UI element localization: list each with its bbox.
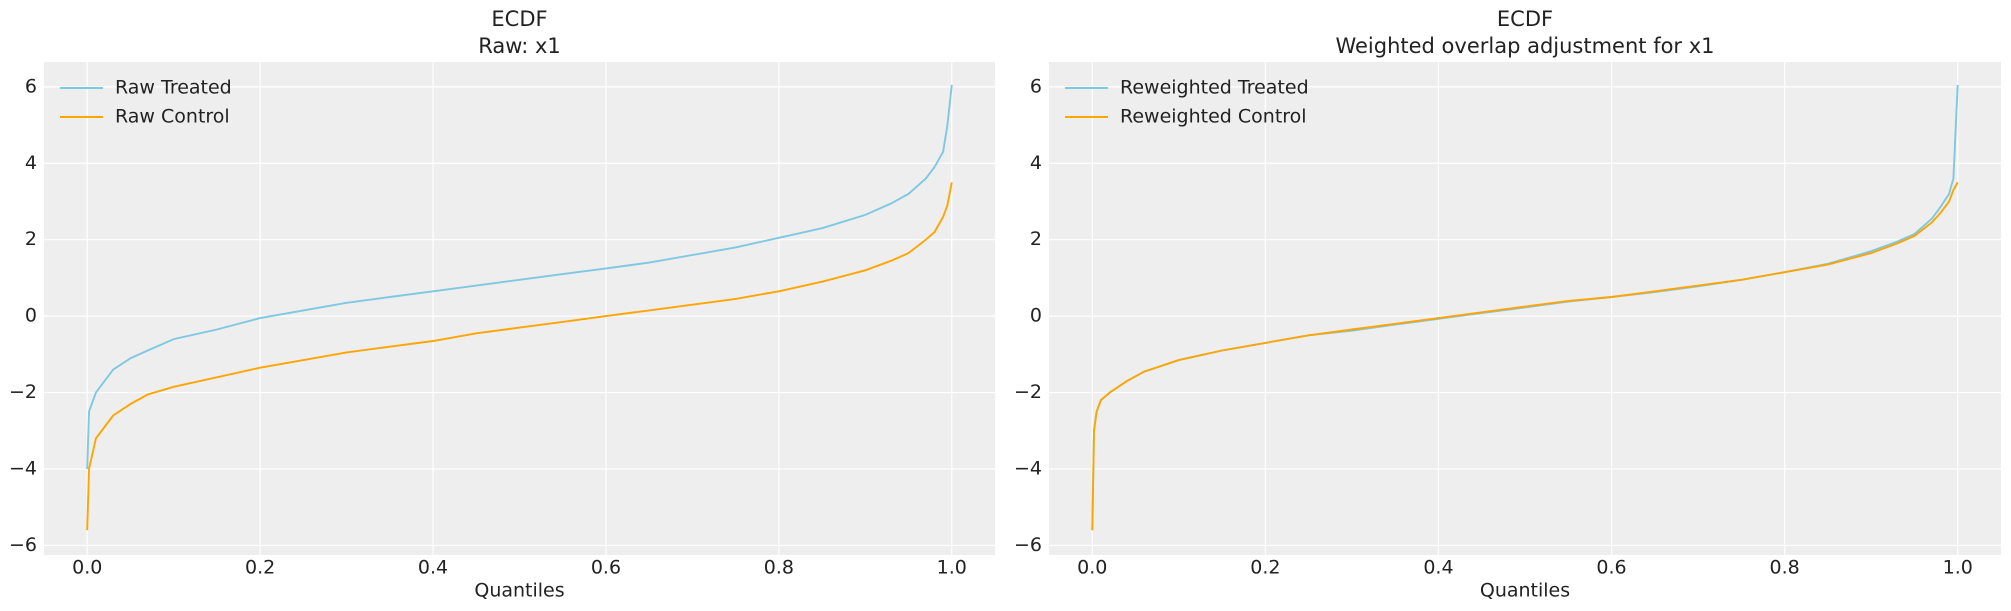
y-tick-label: 6 [1030,75,1042,97]
x-tick-label: 0.0 [1077,557,1107,579]
chart-title: ECDF [1497,7,1553,31]
y-tick-label: 6 [25,75,37,97]
x-axis-label: Quantiles [474,580,564,602]
x-tick-label: 0.0 [72,557,102,579]
subplot: ECDF Weighted overlap adjustment for x1 Qu… [1014,7,2001,602]
x-tick-label: 0.4 [1423,557,1453,579]
x-tick-label: 0.6 [591,557,621,579]
x-tick-label: 1.0 [1943,557,1973,579]
chart-subtitle: Raw: x1 [478,34,561,58]
plot-area [44,62,995,555]
chart-subtitle: Weighted overlap adjustment for x1 [1335,34,1714,58]
x-tick-label: 1.0 [937,557,967,579]
y-tick-label: 4 [1030,152,1042,174]
y-tick-label: 0 [25,305,37,327]
x-axis-label: Quantiles [1480,580,1570,602]
x-tick-label: 0.4 [418,557,448,579]
y-tick-label: 0 [1030,305,1042,327]
legend-label: Reweighted Control [1120,106,1307,128]
y-tick-label: −6 [1014,534,1042,556]
subplot: ECDF Raw: x1 Quantiles 0.0 0.2 0.4 0.6 0.8 1.0 −6… [9,7,995,602]
y-tick-label: −4 [1014,458,1042,480]
plot-area [1049,62,2001,555]
y-tick-label: −2 [1014,381,1042,403]
x-tick-label: 0.8 [764,557,794,579]
x-tick-label: 0.6 [1596,557,1626,579]
x-tick-label: 0.2 [1250,557,1280,579]
chart-title: ECDF [491,7,547,31]
legend-label: Raw Control [115,106,230,128]
series-line [1091,181,1959,531]
y-tick-label: −4 [9,458,37,480]
x-tick-label: 0.2 [245,557,275,579]
x-tick-label: 0.8 [1770,557,1800,579]
legend-label: Reweighted Treated [1120,77,1309,99]
y-tick-label: −2 [9,381,37,403]
y-tick-label: 2 [1030,228,1042,250]
legend-label: Raw Treated [115,77,232,99]
series-line [86,182,953,531]
series-line [86,84,953,470]
y-tick-label: −6 [9,534,37,556]
y-tick-label: 2 [25,228,37,250]
y-tick-label: 4 [25,152,37,174]
